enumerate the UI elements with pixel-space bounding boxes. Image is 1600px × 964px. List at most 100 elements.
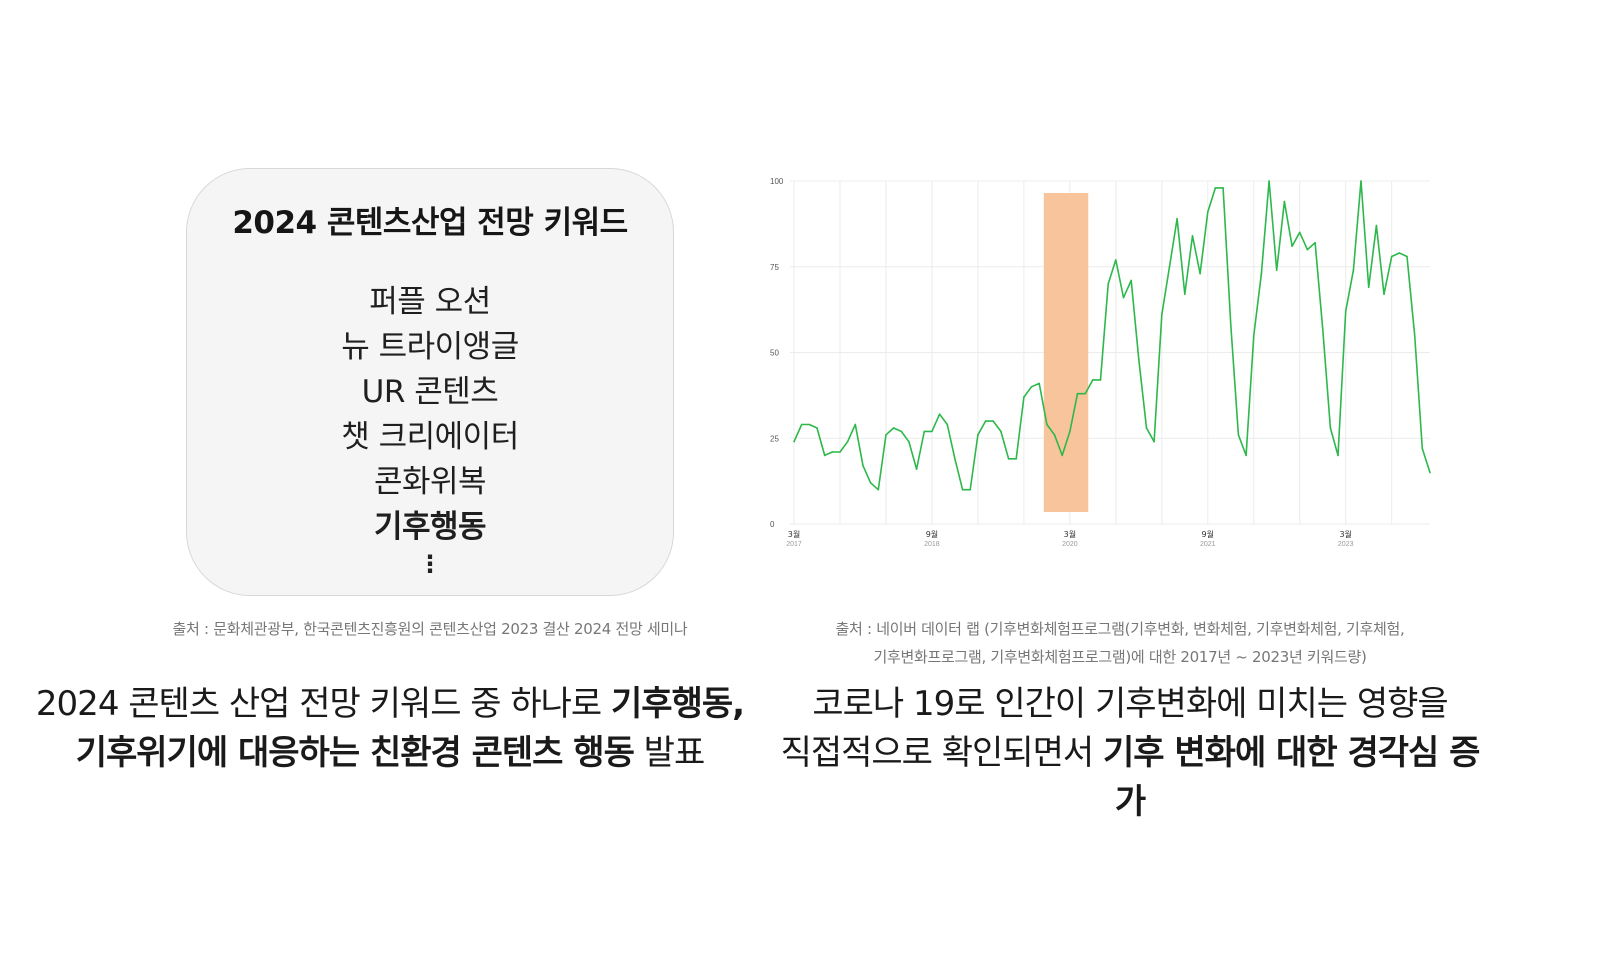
right-source-text: 출처 : 네이버 데이터 랩 (기후변화체험프로그램(기후변화, 변화체험, 기… <box>790 615 1450 671</box>
data-point <box>1053 434 1056 436</box>
data-point <box>938 413 941 416</box>
right-source-line1: 출처 : 네이버 데이터 랩 (기후변화체험프로그램(기후변화, 변화체험, 기… <box>835 620 1405 638</box>
x-tick-year: 2017 <box>786 541 802 548</box>
data-point <box>1069 430 1071 433</box>
data-point <box>1383 293 1385 295</box>
data-point <box>839 451 841 453</box>
data-point <box>1291 245 1293 247</box>
left-source-text: 출처 : 문화체관광부, 한국콘텐츠진흥원의 콘텐츠산업 2023 결산 202… <box>172 620 688 638</box>
left-caption-bold: 기후행동, <box>611 684 745 724</box>
data-point <box>885 434 887 436</box>
data-point <box>969 488 972 491</box>
data-point <box>1222 187 1224 189</box>
left-caption-plain: 2024 콘텐츠 산업 전망 키워드 중 하나로 <box>35 684 612 724</box>
left-caption-plain: 발표 <box>633 733 706 773</box>
data-point <box>1122 296 1125 299</box>
data-point <box>846 440 849 443</box>
more-dots-icon: ⋮ <box>418 550 442 578</box>
data-point <box>1084 392 1086 395</box>
right-caption-bold: 기후 변화에 대한 경각심 증가 <box>1102 733 1480 822</box>
x-tick-year: 2023 <box>1338 541 1354 548</box>
data-point <box>1015 458 1018 460</box>
data-point <box>915 468 918 470</box>
data-point <box>954 458 956 460</box>
data-point <box>1252 334 1255 337</box>
left-caption: 2024 콘텐츠 산업 전망 키워드 중 하나로 기후행동, 기후위기에 대응하… <box>20 680 760 778</box>
data-point <box>869 482 872 484</box>
data-point <box>1206 211 1209 213</box>
series-line <box>793 180 1431 491</box>
data-point <box>1046 423 1048 426</box>
data-point <box>1076 392 1079 395</box>
keyword-item-highlighted: 기후행동 <box>373 509 487 545</box>
data-point <box>1092 379 1094 381</box>
data-point <box>1329 427 1332 429</box>
right-caption: 코로나 19로 인간이 기후변화에 미치는 영향을 직접적으로 확인되면서 기후… <box>770 680 1490 827</box>
data-point <box>808 423 811 426</box>
data-point <box>1130 279 1132 282</box>
data-point <box>992 420 995 422</box>
keyword-item: UR 콘텐츠 <box>361 374 499 410</box>
data-point <box>877 488 880 491</box>
x-tick-month: 3월 <box>1339 529 1351 539</box>
data-point <box>923 430 926 433</box>
data-point <box>1360 180 1362 182</box>
data-point <box>1030 386 1033 388</box>
left-caption-line2: 기후위기에 대응하는 친환경 콘텐츠 행동 발표 <box>20 729 760 778</box>
data-point <box>900 430 903 433</box>
data-point <box>1306 248 1309 251</box>
keyword-list: 퍼플 오션 뉴 트라이앵글 UR 콘텐츠 챗 크리에이터 콘화위복 기후행동 ⋮ <box>187 280 673 578</box>
data-point <box>1038 382 1041 385</box>
data-point <box>1314 241 1316 244</box>
data-point <box>1344 310 1347 313</box>
x-tick-year: 2021 <box>1200 541 1216 548</box>
data-point <box>1115 259 1117 261</box>
data-point <box>1161 313 1163 316</box>
data-point <box>1099 379 1102 381</box>
keyword-trend-chart: 0 25 50 75 100 3월 2017 9월 2018 3월 2020 9월 2021 3월 2023 <box>770 177 1431 548</box>
data-point <box>1007 458 1010 460</box>
data-point <box>831 451 834 453</box>
highlight-band <box>1043 193 1089 512</box>
x-tick-year: 2020 <box>1062 541 1078 548</box>
left-caption-line1: 2024 콘텐츠 산업 전망 키워드 중 하나로 기후행동, <box>20 680 760 729</box>
data-point <box>1268 180 1270 182</box>
right-caption-line1: 코로나 19로 인간이 기후변화에 미치는 영향을 <box>812 684 1448 724</box>
data-point <box>1229 324 1232 326</box>
data-point <box>961 488 964 491</box>
data-point <box>1000 430 1002 433</box>
y-tick-label: 25 <box>770 434 779 443</box>
data-point <box>1023 396 1025 398</box>
right-caption-plain: 직접적으로 확인되면서 <box>780 733 1103 773</box>
data-point <box>1260 272 1263 275</box>
data-point <box>908 440 910 443</box>
keyword-card: 2024 콘텐츠산업 전망 키워드 퍼플 오션 뉴 트라이앵글 UR 콘텐츠 챗… <box>186 168 674 596</box>
data-point <box>1283 200 1286 203</box>
data-point <box>1237 434 1240 436</box>
y-tick-label: 100 <box>770 177 784 186</box>
y-tick-label: 0 <box>770 520 775 529</box>
data-point <box>1214 187 1217 189</box>
keyword-item: 뉴 트라이앵글 <box>341 329 519 365</box>
data-point <box>1191 235 1194 237</box>
data-point <box>1138 358 1140 361</box>
data-point <box>1153 440 1155 443</box>
data-point <box>823 454 826 457</box>
data-point <box>800 423 803 426</box>
data-point <box>1390 255 1393 258</box>
x-tick-year: 2018 <box>924 541 940 548</box>
y-tick-label: 50 <box>770 349 779 358</box>
data-point <box>1107 283 1109 285</box>
data-point <box>1321 327 1324 330</box>
data-point <box>1375 224 1378 227</box>
data-point <box>1367 286 1370 289</box>
x-tick-month: 9월 <box>1202 529 1214 539</box>
left-caption-bold: 기후위기에 대응하는 친환경 콘텐츠 행동 <box>75 733 635 773</box>
keyword-item: 퍼플 오션 <box>369 284 491 320</box>
data-point <box>977 434 979 436</box>
data-point <box>1413 334 1416 337</box>
data-point <box>931 430 933 433</box>
data-point <box>1275 269 1278 271</box>
data-point <box>1398 252 1401 254</box>
data-point <box>1421 447 1424 450</box>
